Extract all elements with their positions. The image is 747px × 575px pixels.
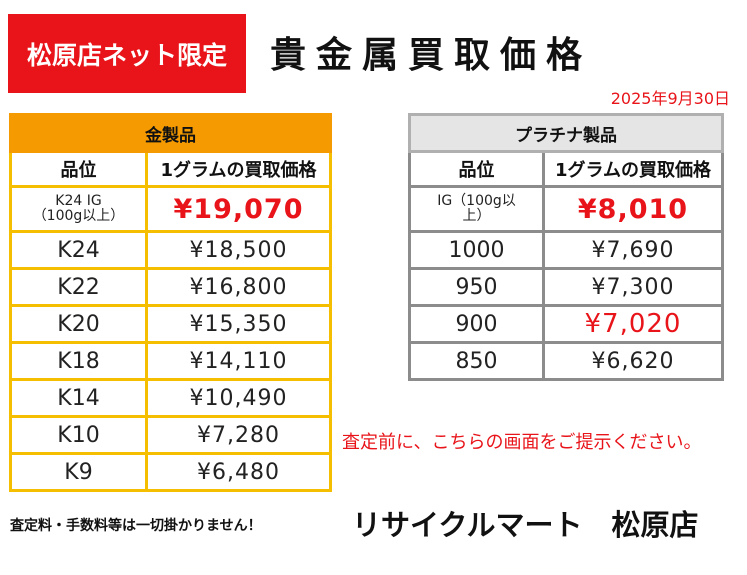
table-row: K18 ¥14,110 [9,341,332,381]
table-row: K22 ¥16,800 [9,267,332,307]
price-cell: ¥7,020 [542,304,724,344]
grade-line: K24 IG [55,193,102,209]
limited-badge: 松原店ネット限定 [8,14,246,93]
gold-col-grade: 品位 [9,150,148,188]
grade-cell: 850 [408,341,545,381]
grade-cell: IG（100g以 上） [408,185,545,233]
grade-cell: 950 [408,267,545,307]
platinum-table-header: プラチナ製品 [408,113,724,153]
grade-cell: K24 [9,230,148,270]
price-cell: ¥15,350 [145,304,332,344]
table-row: IG（100g以 上） ¥8,010 [408,185,724,233]
grade-line: （100g以上） [32,208,125,224]
table-row: 850 ¥6,620 [408,341,724,381]
price-cell: ¥7,280 [145,415,332,455]
store-name: リサイクルマート 松原店 [352,508,699,542]
grade-cell: K10 [9,415,148,455]
table-row: K9 ¥6,480 [9,452,332,492]
table-row: 1000 ¥7,690 [408,230,724,270]
table-row: K14 ¥10,490 [9,378,332,418]
table-row: 950 ¥7,300 [408,267,724,307]
grade-cell: K14 [9,378,148,418]
price-cell: ¥10,490 [145,378,332,418]
price-cell: ¥19,070 [145,185,332,233]
price-cell: ¥8,010 [542,185,724,233]
platinum-col-grade: 品位 [408,150,545,188]
price-cell: ¥6,620 [542,341,724,381]
price-cell: ¥14,110 [145,341,332,381]
grade-cell: K22 [9,267,148,307]
grade-cell: 1000 [408,230,545,270]
grade-cell: K9 [9,452,148,492]
price-cell: ¥7,690 [542,230,724,270]
price-cell: ¥18,500 [145,230,332,270]
table-row: K24 IG （100g以上） ¥19,070 [9,185,332,233]
table-row: K24 ¥18,500 [9,230,332,270]
grade-cell: K24 IG （100g以上） [9,185,148,233]
grade-line: IG（100g以 [437,193,516,209]
price-cell: ¥16,800 [145,267,332,307]
table-row: 900 ¥7,020 [408,304,724,344]
grade-cell: K18 [9,341,148,381]
grade-cell: 900 [408,304,545,344]
price-cell: ¥7,300 [542,267,724,307]
table-row: K10 ¥7,280 [9,415,332,455]
table-row: K20 ¥15,350 [9,304,332,344]
price-date: 2025年9月30日 [610,89,730,108]
platinum-col-price: 1グラムの買取価格 [542,150,724,188]
grade-cell: K20 [9,304,148,344]
gold-price-table: 金製品 品位 1グラムの買取価格 K24 IG （100g以上） ¥19,070… [9,113,332,492]
gold-col-price: 1グラムの買取価格 [145,150,332,188]
grade-line: 上） [462,208,491,224]
fee-note: 査定料・手数料等は一切掛かりません！ [10,518,262,534]
present-screen-notice: 査定前に、こちらの画面をご提示ください。 [342,432,702,453]
price-cell: ¥6,480 [145,452,332,492]
page-title: 貴金属買取価格 [270,34,593,76]
platinum-price-table: プラチナ製品 品位 1グラムの買取価格 IG（100g以 上） ¥8,010 1… [408,113,724,381]
gold-table-header: 金製品 [9,113,332,153]
